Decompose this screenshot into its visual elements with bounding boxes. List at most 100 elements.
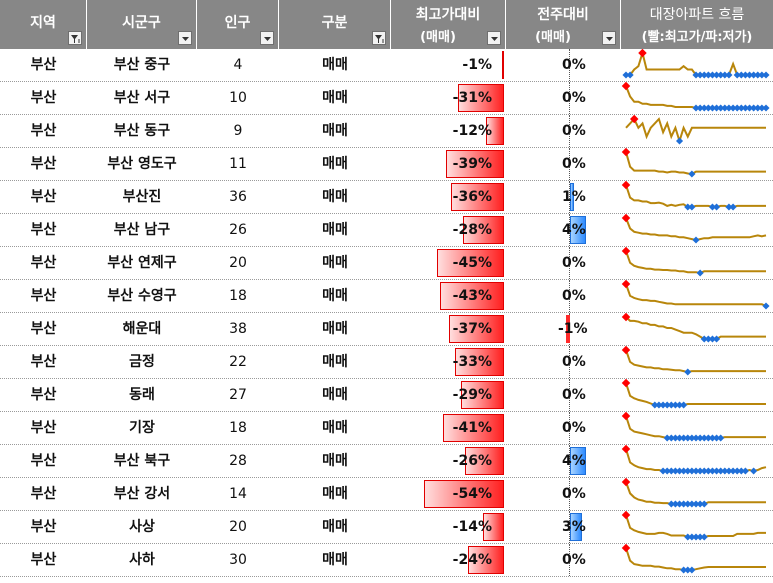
- cell-sparkline[interactable]: [621, 412, 773, 444]
- cell-type[interactable]: 매매: [322, 222, 348, 238]
- table-row[interactable]: 부산 부산 영도구 11 매매 -39% 0%: [0, 148, 773, 181]
- cell-population[interactable]: 30: [229, 552, 247, 568]
- cell-sparkline[interactable]: [621, 214, 773, 246]
- cell-population[interactable]: 22: [229, 354, 247, 370]
- cell-city[interactable]: 사상: [129, 519, 155, 535]
- cell-population[interactable]: 38: [229, 321, 247, 337]
- cell-population[interactable]: 20: [229, 519, 247, 535]
- table-row[interactable]: 부산 부산 수영구 18 매매 -43% 0%: [0, 280, 773, 313]
- table-row[interactable]: 부산 부산 북구 28 매매 -26% 4%: [0, 445, 773, 478]
- cell-region[interactable]: 부산: [30, 354, 57, 370]
- cell-population[interactable]: 20: [229, 255, 247, 271]
- cell-city[interactable]: 동래: [129, 387, 155, 403]
- cell-max-ratio[interactable]: -28%: [391, 214, 506, 246]
- cell-sparkline[interactable]: [621, 49, 773, 81]
- cell-type[interactable]: 매매: [322, 321, 348, 337]
- cell-weekly[interactable]: 0%: [506, 49, 621, 81]
- cell-sparkline[interactable]: [621, 379, 773, 411]
- cell-max-ratio[interactable]: -45%: [391, 247, 506, 279]
- cell-region[interactable]: 부산: [30, 552, 57, 568]
- cell-region[interactable]: 부산: [30, 222, 57, 238]
- cell-city[interactable]: 부산진: [122, 189, 162, 205]
- table-row[interactable]: 부산 사상 20 매매 -14% 3%: [0, 511, 773, 544]
- cell-type[interactable]: 매매: [322, 420, 348, 436]
- dropdown-icon[interactable]: [178, 31, 192, 45]
- table-row[interactable]: 부산 부산 서구 10 매매 -31% 0%: [0, 82, 773, 115]
- cell-region[interactable]: 부산: [30, 387, 57, 403]
- cell-region[interactable]: 부산: [30, 453, 57, 469]
- cell-city[interactable]: 해운대: [122, 321, 162, 337]
- cell-city[interactable]: 부산 연제구: [107, 255, 177, 271]
- cell-region[interactable]: 부산: [30, 123, 57, 139]
- header-type[interactable]: 구분: [279, 0, 391, 49]
- cell-region[interactable]: 부산: [30, 486, 57, 502]
- dropdown-icon[interactable]: [260, 31, 274, 45]
- cell-population[interactable]: 36: [229, 189, 247, 205]
- cell-weekly[interactable]: 0%: [506, 478, 621, 510]
- cell-max-ratio[interactable]: -33%: [391, 346, 506, 378]
- header-city[interactable]: 시군구: [87, 0, 197, 49]
- cell-weekly[interactable]: 3%: [506, 511, 621, 543]
- cell-sparkline[interactable]: [621, 82, 773, 114]
- table-row[interactable]: 부산 부산 강서 14 매매 -54% 0%: [0, 478, 773, 511]
- cell-max-ratio[interactable]: -14%: [391, 511, 506, 543]
- cell-type[interactable]: 매매: [322, 453, 348, 469]
- filter-active-icon[interactable]: [372, 31, 386, 45]
- cell-city[interactable]: 부산 수영구: [107, 288, 177, 304]
- cell-region[interactable]: 부산: [30, 288, 57, 304]
- cell-sparkline[interactable]: [621, 148, 773, 180]
- cell-type[interactable]: 매매: [322, 552, 348, 568]
- cell-max-ratio[interactable]: -29%: [391, 379, 506, 411]
- cell-type[interactable]: 매매: [322, 519, 348, 535]
- cell-weekly[interactable]: 0%: [506, 412, 621, 444]
- cell-max-ratio[interactable]: -41%: [391, 412, 506, 444]
- cell-weekly[interactable]: 0%: [506, 247, 621, 279]
- cell-type[interactable]: 매매: [322, 156, 348, 172]
- cell-city[interactable]: 부산 강서: [113, 486, 171, 502]
- cell-weekly[interactable]: 0%: [506, 346, 621, 378]
- cell-type[interactable]: 매매: [322, 288, 348, 304]
- cell-sparkline[interactable]: [621, 346, 773, 378]
- header-population[interactable]: 인구: [197, 0, 279, 49]
- table-row[interactable]: 부산 사하 30 매매 -24% 0%: [0, 544, 773, 577]
- cell-weekly[interactable]: 0%: [506, 544, 621, 576]
- cell-sparkline[interactable]: [621, 478, 773, 510]
- cell-city[interactable]: 부산 북구: [113, 453, 171, 469]
- cell-region[interactable]: 부산: [30, 90, 57, 106]
- cell-weekly[interactable]: 0%: [506, 148, 621, 180]
- cell-city[interactable]: 사하: [129, 552, 155, 568]
- cell-population[interactable]: 14: [229, 486, 247, 502]
- table-row[interactable]: 부산 금정 22 매매 -33% 0%: [0, 346, 773, 379]
- table-row[interactable]: 부산 부산 연제구 20 매매 -45% 0%: [0, 247, 773, 280]
- cell-weekly[interactable]: 1%: [506, 181, 621, 213]
- cell-max-ratio[interactable]: -39%: [391, 148, 506, 180]
- cell-sparkline[interactable]: [621, 313, 773, 345]
- cell-population[interactable]: 26: [229, 222, 247, 238]
- cell-weekly[interactable]: 4%: [506, 445, 621, 477]
- cell-type[interactable]: 매매: [322, 90, 348, 106]
- cell-region[interactable]: 부산: [30, 321, 57, 337]
- cell-max-ratio[interactable]: -37%: [391, 313, 506, 345]
- cell-type[interactable]: 매매: [322, 486, 348, 502]
- cell-region[interactable]: 부산: [30, 156, 57, 172]
- cell-sparkline[interactable]: [621, 445, 773, 477]
- cell-type[interactable]: 매매: [322, 123, 348, 139]
- cell-max-ratio[interactable]: -43%: [391, 280, 506, 312]
- cell-type[interactable]: 매매: [322, 387, 348, 403]
- table-row[interactable]: 부산 부산 남구 26 매매 -28% 4%: [0, 214, 773, 247]
- cell-max-ratio[interactable]: -36%: [391, 181, 506, 213]
- header-region[interactable]: 지역: [0, 0, 87, 49]
- cell-max-ratio[interactable]: -26%: [391, 445, 506, 477]
- table-row[interactable]: 부산 부산 중구 4 매매 -1% 0%: [0, 49, 773, 82]
- cell-weekly[interactable]: -1%: [506, 313, 621, 345]
- cell-weekly[interactable]: 0%: [506, 379, 621, 411]
- cell-population[interactable]: 11: [229, 156, 247, 172]
- cell-region[interactable]: 부산: [30, 255, 57, 271]
- table-row[interactable]: 부산 기장 18 매매 -41% 0%: [0, 412, 773, 445]
- cell-type[interactable]: 매매: [322, 189, 348, 205]
- table-row[interactable]: 부산 동래 27 매매 -29% 0%: [0, 379, 773, 412]
- cell-city[interactable]: 금정: [129, 354, 155, 370]
- cell-population[interactable]: 27: [229, 387, 247, 403]
- cell-max-ratio[interactable]: -54%: [391, 478, 506, 510]
- cell-region[interactable]: 부산: [30, 519, 57, 535]
